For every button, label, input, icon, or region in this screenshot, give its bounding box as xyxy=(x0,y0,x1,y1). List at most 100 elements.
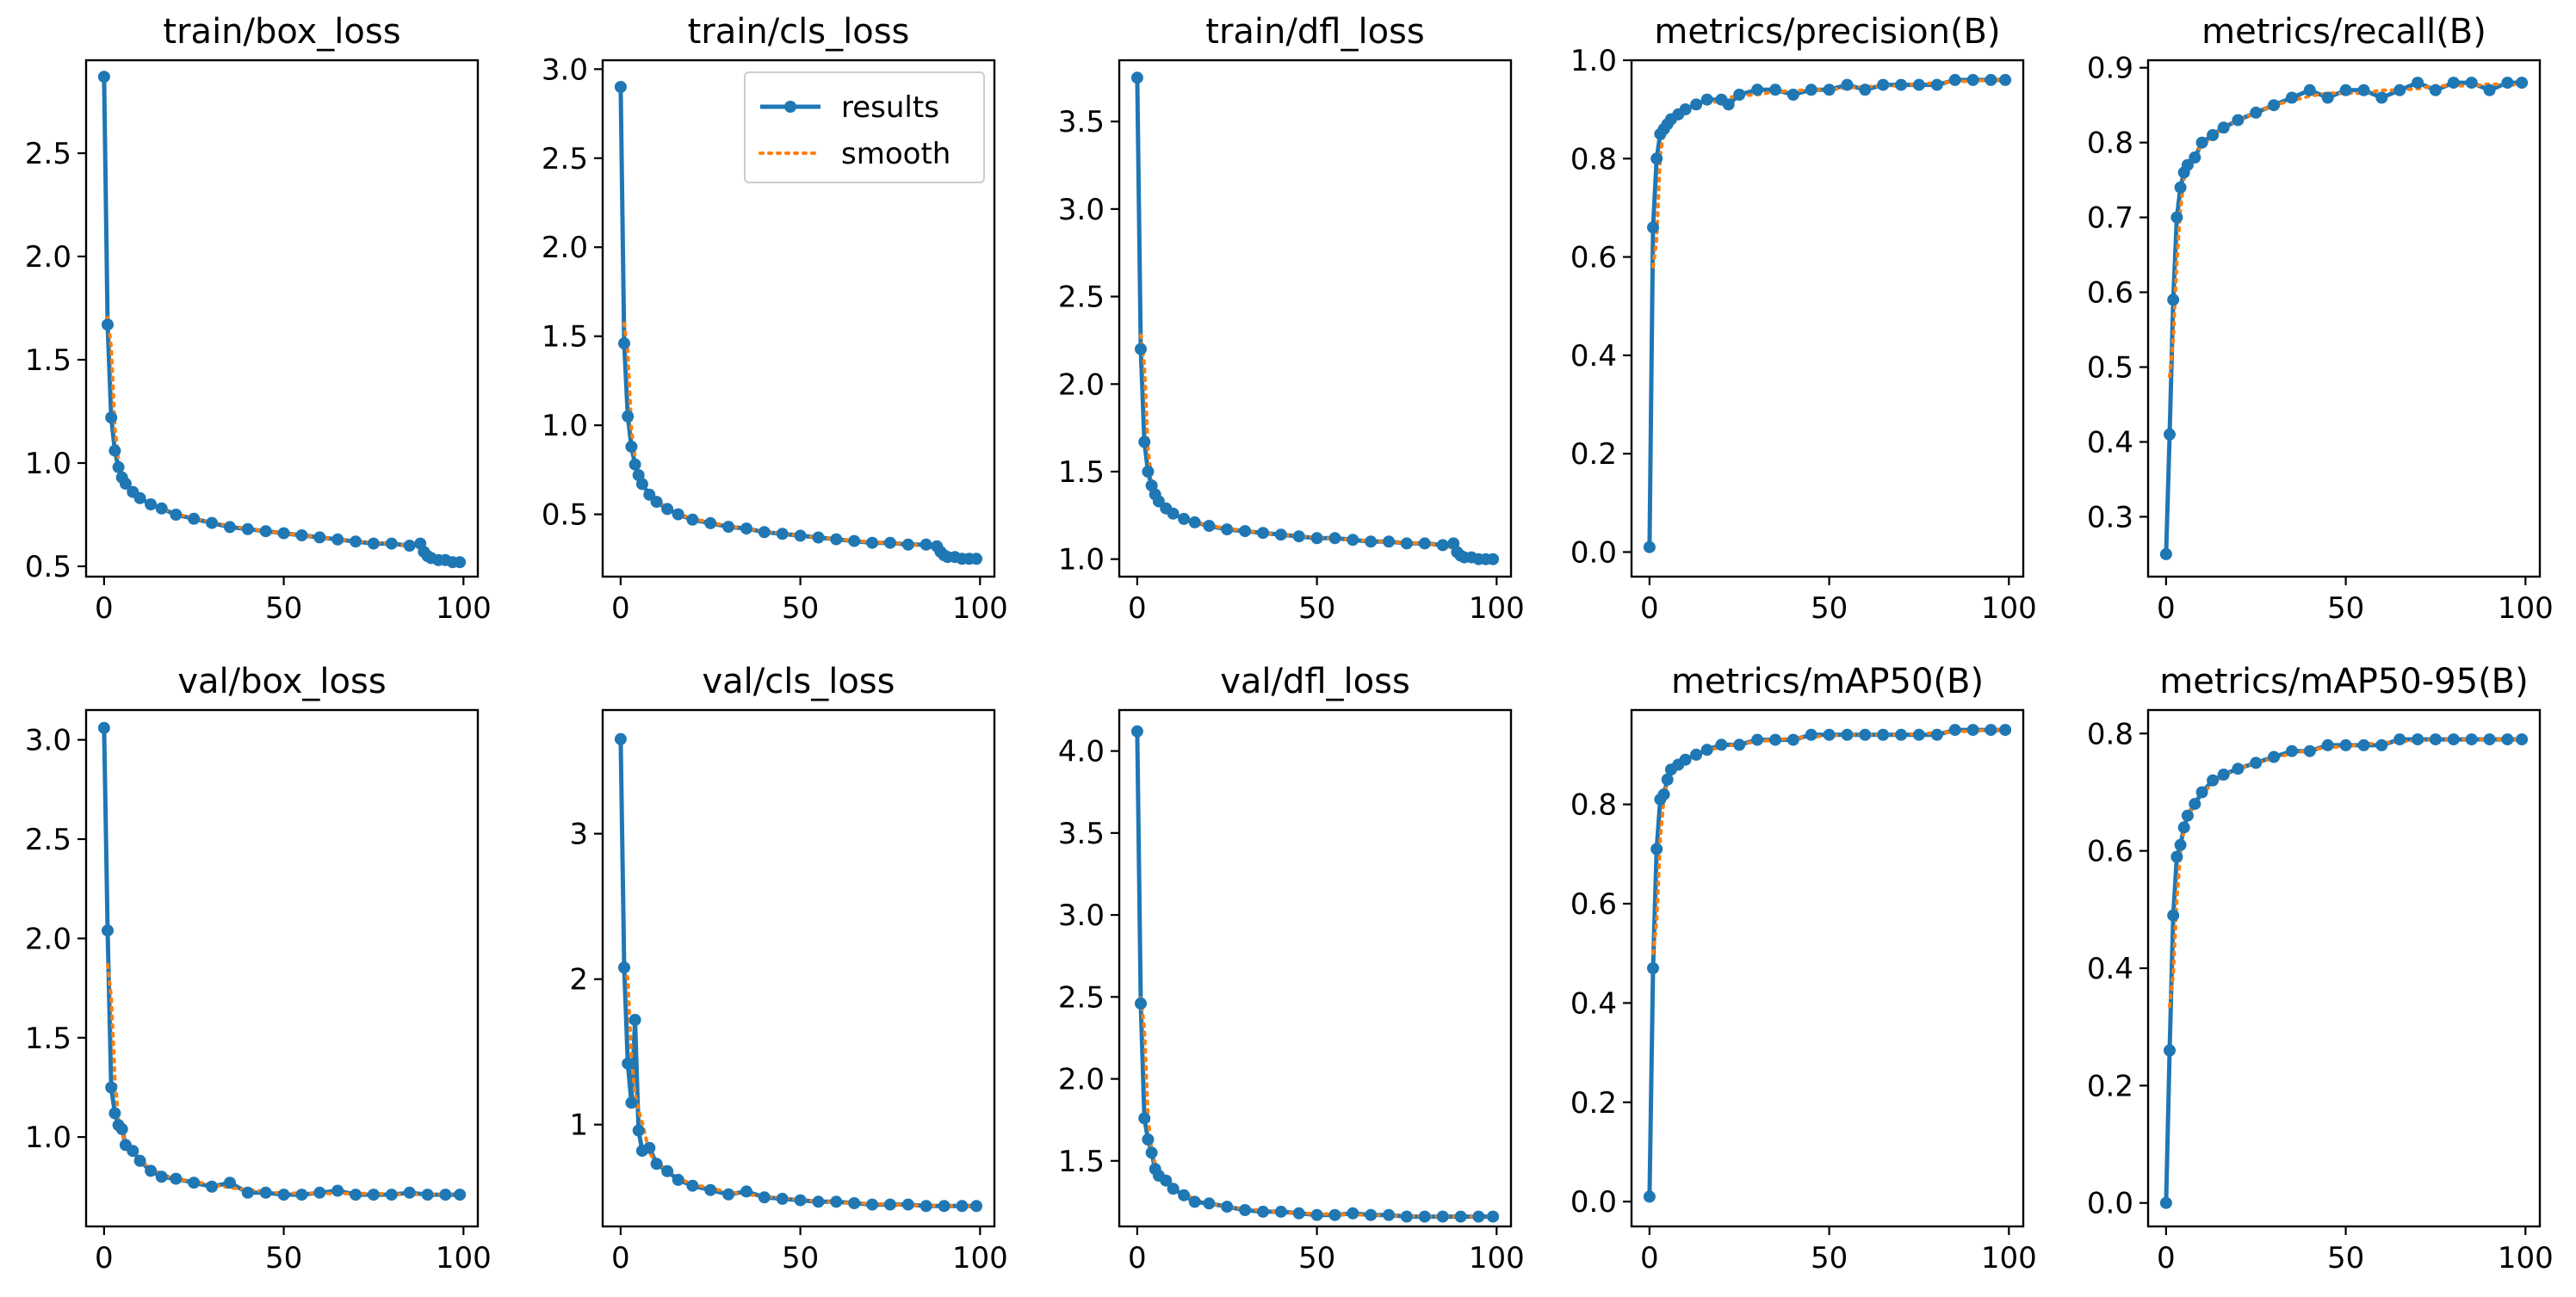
x-tick-label: 100 xyxy=(1981,1241,2037,1275)
results-point xyxy=(1650,843,1663,855)
results-point xyxy=(1188,516,1201,528)
plot-area xyxy=(97,71,467,569)
results-point xyxy=(1805,728,1817,741)
y-tick-label: 0.0 xyxy=(1570,535,1617,570)
results-point xyxy=(350,535,362,548)
y-tick-label: 2 xyxy=(569,963,588,997)
results-point xyxy=(1178,1189,1191,1201)
results-point xyxy=(2465,733,2478,746)
results-point xyxy=(2195,786,2208,799)
x-tick-label: 50 xyxy=(2327,591,2364,626)
results-point xyxy=(1257,1205,1269,1218)
results-point xyxy=(848,534,861,547)
results-point xyxy=(970,1200,983,1213)
results-point xyxy=(1142,466,1155,478)
y-tick-label: 1.5 xyxy=(25,1022,71,1056)
y-tick-label: 2.0 xyxy=(1058,367,1105,402)
results-point xyxy=(1142,1133,1155,1146)
results-point xyxy=(1418,537,1431,550)
results-point xyxy=(830,1195,843,1208)
results-point xyxy=(2412,77,2424,90)
results-point xyxy=(650,1158,663,1170)
results-point xyxy=(1418,1210,1431,1223)
plot-area xyxy=(1643,724,2012,1203)
results-point xyxy=(454,1189,467,1201)
y-tick-label: 3.0 xyxy=(1058,193,1105,227)
results-point xyxy=(1733,738,1746,751)
results-point xyxy=(1647,221,1659,234)
results-point xyxy=(1786,89,1799,101)
results-point xyxy=(331,533,344,546)
legend-results-label: results xyxy=(841,90,939,125)
results-point xyxy=(614,732,627,745)
results-point xyxy=(1722,98,1735,111)
results-point xyxy=(1221,523,1234,536)
results-point xyxy=(1135,997,1147,1010)
results-point xyxy=(2217,769,2230,781)
results-point xyxy=(2177,821,2190,834)
results-point xyxy=(170,1172,183,1185)
subplot-title: metrics/precision(B) xyxy=(1654,12,2000,52)
x-tick-label: 50 xyxy=(1298,1241,1335,1275)
results-point xyxy=(1400,537,1413,550)
results-point xyxy=(133,1154,146,1167)
x-tick-label: 50 xyxy=(1298,591,1335,626)
results-point xyxy=(295,1189,308,1201)
results-point xyxy=(102,924,114,937)
results-point xyxy=(1239,525,1252,538)
results-point xyxy=(97,721,110,734)
plot-area xyxy=(2159,733,2529,1209)
results-point xyxy=(454,556,467,569)
results-point xyxy=(1472,1210,1485,1223)
y-tick-label: 0.2 xyxy=(2087,1069,2133,1103)
results-point xyxy=(2232,114,2245,127)
x-tick-label: 100 xyxy=(436,591,492,626)
x-tick-label: 50 xyxy=(782,1241,819,1275)
results-point xyxy=(1769,733,1781,746)
subplot-val-cls-loss: val/cls_loss 0 50 100 1 2 3 xyxy=(569,662,1007,1275)
results-point xyxy=(1221,1201,1234,1214)
y-tick-label: 1.0 xyxy=(25,447,71,481)
results-point xyxy=(1895,78,1908,91)
results-point xyxy=(2303,744,2316,757)
y-tick-label: 1 xyxy=(569,1109,588,1143)
results-point xyxy=(1365,1208,1378,1221)
y-tick-label: 0.8 xyxy=(2087,717,2133,751)
subplot-title: train/dfl_loss xyxy=(1205,12,1424,52)
y-tick-label: 0.0 xyxy=(2087,1187,2133,1221)
results-point xyxy=(1661,773,1674,786)
x-tick-label: 0 xyxy=(95,1241,114,1275)
results-point xyxy=(224,1177,236,1189)
axes-frame xyxy=(2146,59,2542,578)
x-tick-label: 50 xyxy=(265,1241,302,1275)
results-point xyxy=(155,502,168,515)
results-point xyxy=(2501,733,2514,746)
results-point xyxy=(622,1057,635,1070)
results-point xyxy=(2429,83,2442,96)
results-point xyxy=(331,1184,344,1197)
results-point xyxy=(650,496,663,509)
results-point xyxy=(1948,73,1961,86)
results-point xyxy=(102,318,114,331)
results-point xyxy=(1643,540,1656,553)
x-tick-label: 100 xyxy=(1469,591,1525,626)
x-tick-label: 100 xyxy=(436,1241,492,1275)
y-tick-label: 3 xyxy=(569,818,588,852)
results-point xyxy=(661,1164,674,1177)
results-point xyxy=(119,478,132,490)
results-point xyxy=(1733,89,1746,101)
axes-frame xyxy=(84,708,480,1228)
results-point xyxy=(277,1189,290,1201)
results-point xyxy=(1700,744,1713,757)
y-tick-label: 2.5 xyxy=(1058,980,1105,1015)
x-tick-label: 50 xyxy=(1811,591,1848,626)
y-tick-label: 0.5 xyxy=(25,550,71,584)
y-tick-label: 0.9 xyxy=(2087,52,2133,86)
y-tick-label: 1.5 xyxy=(1058,455,1105,490)
results-point xyxy=(704,1183,717,1196)
results-point xyxy=(1138,1112,1151,1125)
results-point xyxy=(776,528,789,540)
results-point xyxy=(625,1096,638,1109)
results-point xyxy=(1328,1208,1341,1221)
results-point xyxy=(672,508,684,521)
